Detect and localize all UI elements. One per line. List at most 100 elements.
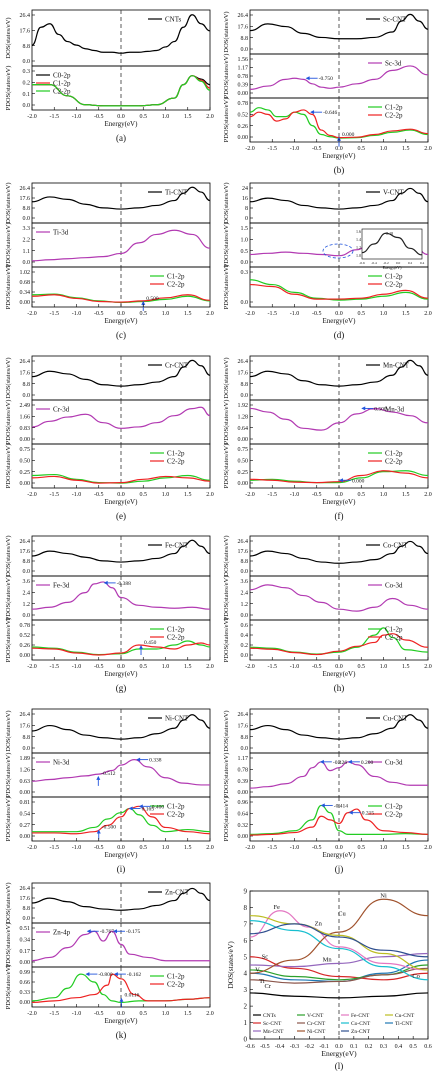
y-tick-label: 0.0: [241, 300, 249, 306]
legend-label: C1-2p: [53, 80, 71, 88]
x-tick-label: -0.5: [312, 845, 322, 851]
arrow-head: [128, 806, 133, 811]
legend-label: Sc-CNT: [383, 16, 407, 24]
y-tick-label: 8.8: [23, 906, 31, 912]
peak-annotation: -0.646: [310, 110, 338, 116]
y-tick-label: 0.6: [241, 623, 249, 629]
legend-label: Co-CNT: [383, 542, 408, 550]
subfigure-j: 26.4 17.6 8.8 0.0 Cu-CNT DOS(states/eV) 1.17 0.…: [223, 708, 432, 874]
y-tick-label: 0.00: [238, 91, 249, 97]
y-axis-label: PDOS(states/eV): [5, 965, 12, 1010]
y-tick-label: 1.17: [238, 66, 249, 72]
legend-label: Zn-4p: [53, 929, 71, 937]
legend-label: C2-2p: [167, 281, 185, 289]
x-axis-label: Energy(eV): [323, 670, 357, 678]
y-axis-label: DOS(states/eV): [223, 535, 230, 576]
y-tick-label: 3.6: [23, 579, 31, 585]
legend-label: C1-2p: [385, 104, 403, 112]
x-tick-label: -0.3: [290, 1044, 300, 1050]
y-tick-label: 0.3: [23, 69, 31, 75]
y-tick-label: 26.4: [20, 186, 31, 192]
arrow-head: [319, 759, 324, 764]
inset-plot: 1.6 1.4 1.2 1.0 -0.6 -0.4 -0.2 0.0 0.2 0.4 Energy(…: [322, 228, 424, 270]
arrow-head: [138, 804, 143, 809]
y-tick-label: 1.17: [238, 756, 249, 762]
x-tick-label: 1.5: [184, 492, 192, 498]
legend-label: C2-2p: [385, 634, 403, 642]
y-tick-label: 8.8: [23, 382, 31, 388]
x-tick-label: -0.5: [312, 492, 322, 498]
arrow-head: [320, 803, 325, 808]
panel-0: 26.4 17.6 8.8 0.0 Cr-CNT DOS(states/eV): [5, 355, 211, 401]
legend-label: C1-2p: [385, 450, 403, 458]
panel-1: 1.92 1.28 0.64 0.00 Mn-3d PDOS(states/eV): [223, 399, 429, 445]
legend-label: C1-2p: [167, 973, 185, 981]
y-axis-label: PDOS(states/eV): [5, 265, 12, 310]
x-tick-label: 0.2: [365, 1044, 373, 1050]
series-line: [31, 406, 211, 429]
series-line: [32, 807, 211, 833]
series-line: [31, 581, 211, 610]
annotation-label: -0.426: [333, 760, 347, 766]
x-tick-label: 1.0: [162, 845, 170, 851]
annotation-label: -0.500: [102, 825, 116, 831]
x-axis-label: Energy(eV): [321, 1049, 357, 1058]
peak-annotation: 0.338: [136, 757, 162, 764]
y-axis-label: PDOS(states/eV): [5, 797, 12, 842]
series-line: [249, 761, 428, 789]
series-line: [31, 805, 211, 835]
series-line: [249, 13, 429, 40]
x-tick-label: 1.0: [162, 311, 170, 317]
x-tick-label: -1.0: [290, 311, 300, 317]
x-tick-label: -0.6: [245, 1044, 255, 1050]
y-tick-label: 8.8: [23, 735, 31, 741]
y-axis-label: DOS(states/eV): [5, 710, 12, 751]
annotation-label: -0.414: [334, 803, 348, 809]
y-tick-label: 8.8: [23, 44, 31, 50]
y-tick-label: 17.6: [20, 724, 31, 730]
x-tick-label: 0.5: [140, 845, 148, 851]
subfigure-label: (b): [334, 165, 345, 175]
subfigure-label: (k): [116, 1030, 127, 1040]
y-axis-label: DOS(states/eV): [223, 182, 230, 223]
y-tick-label: 3.6: [241, 579, 249, 585]
inset-x-label: Energy(eV): [383, 265, 402, 270]
y-axis-label: DOS(states/eV): [5, 882, 12, 923]
legend: CNTs V-CNT Fe-CNT Cu-CNT Sc-CNT Cr-CNT Co-CNT T…: [253, 1013, 415, 1035]
y-tick-label: 0.00: [20, 1000, 31, 1006]
y-axis-label: DOS(states/eV): [5, 17, 12, 58]
y-tick-label: 4: [244, 970, 248, 978]
x-tick-label: -0.5: [312, 311, 322, 317]
x-tick-label: -0.5: [312, 664, 322, 670]
y-tick-label: 1.89: [20, 756, 31, 762]
subfigure-b: 26.4 17.6 8.8 0.0 Sc-CNT DOS(states/eV) 1.56 1.…: [223, 9, 432, 175]
x-tick-label: -1.5: [268, 311, 278, 317]
x-tick-label: -1.5: [50, 845, 60, 851]
y-tick-label: 0: [244, 1036, 248, 1044]
panel-1: 1.89 1.26 0.63 0.00 Ni-3d PDOS(states/eV): [5, 752, 211, 798]
x-tick-label: 2.0: [206, 114, 214, 120]
legend-label: Ni-3d: [53, 759, 70, 767]
legend-label: Mn-3d: [385, 406, 405, 414]
y-tick-label: 0.39: [238, 779, 249, 785]
peak-annotation: 0.500: [141, 296, 159, 311]
peak-annotation: -0.414: [320, 803, 348, 809]
arrow-head: [347, 759, 352, 764]
series-line: [31, 930, 210, 962]
y-tick-label: 9: [244, 888, 248, 896]
series-line: [249, 187, 429, 210]
inset-y-tick-label: 1.2: [356, 245, 361, 250]
x-tick-label: 2.0: [424, 845, 432, 851]
inset-x-tick-label: 0.2: [408, 261, 413, 265]
y-tick-label: 0.0: [23, 59, 31, 65]
x-tick-label: 0.5: [140, 492, 148, 498]
series-line: [249, 920, 429, 981]
y-tick-label: 0.26: [20, 643, 31, 649]
x-axis-label: Energy(eV): [323, 152, 357, 160]
subfigure-label: (l): [335, 1061, 344, 1071]
panel-0: 26.4 17.6 8.8 0.0 Co-CNT DOS(states/eV): [223, 535, 429, 577]
x-tick-label: 1.0: [380, 311, 388, 317]
y-tick-label: 1.02: [20, 270, 31, 276]
